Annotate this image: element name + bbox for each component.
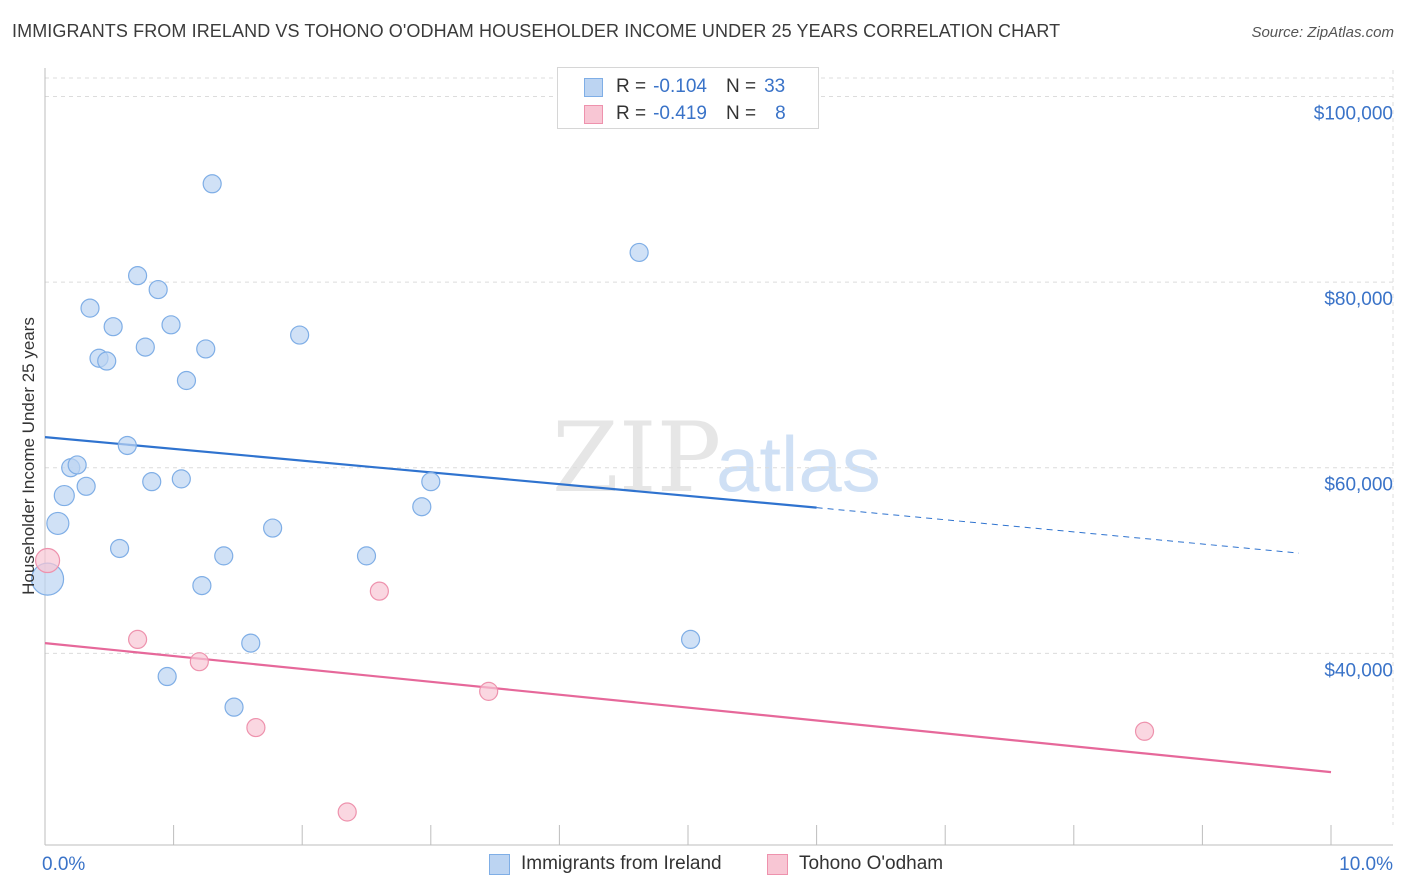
- tohono-point: [246, 717, 266, 738]
- chart-title: IMMIGRANTS FROM IRELAND VS TOHONO O'ODHA…: [12, 21, 1061, 41]
- ireland-point: [142, 472, 162, 492]
- tick-labels: $40,000 $60,000 $80,000 $100,000 0.0% 10.0%: [42, 104, 1393, 875]
- ireland-swatch: [584, 77, 603, 97]
- ireland-point: [629, 242, 649, 263]
- chart-source: Source: ZipAtlas.com: [1251, 24, 1394, 41]
- ireland-point: [135, 337, 155, 357]
- ireland-point: [290, 325, 310, 345]
- stats-legend-row-ireland: R = -0.104 N = 33: [584, 75, 785, 99]
- axes: [44, 68, 1393, 846]
- ireland-point: [161, 315, 181, 335]
- tohono-point: [479, 681, 499, 701]
- watermark: ZIP atlas: [552, 402, 881, 514]
- r-label: R =: [616, 76, 647, 97]
- data-points: [30, 174, 1155, 822]
- ireland-point: [148, 279, 168, 300]
- tohono-point: [34, 547, 61, 574]
- ireland-point: [117, 435, 137, 456]
- ireland-point: [46, 511, 70, 536]
- legend-item-tohono: Tohono O'odham: [767, 851, 943, 877]
- ireland-point: [127, 266, 148, 286]
- n-value: 33: [764, 76, 786, 97]
- r-label: R =: [616, 103, 647, 124]
- y-tick-label: $40,000: [1324, 660, 1393, 681]
- stats-legend: R = -0.104 N = 33 R = -0.419 N = 8: [557, 67, 819, 129]
- ireland-point: [680, 629, 701, 650]
- y-axis-title: Householder Income Under 25 years: [19, 317, 38, 595]
- ireland-point: [109, 538, 130, 559]
- r-value: -0.419: [653, 103, 707, 124]
- x-tick-label: 10.0%: [1339, 854, 1393, 875]
- ireland-point: [241, 633, 261, 653]
- tohono-point: [189, 652, 209, 672]
- ireland-point: [356, 546, 377, 566]
- x-tick-label: 0.0%: [42, 854, 85, 875]
- stats-legend-row-tohono: R = -0.419 N = 8: [584, 102, 786, 126]
- ireland-point: [421, 472, 441, 492]
- n-label: N =: [725, 103, 757, 124]
- ireland-point: [103, 317, 123, 337]
- ireland-point: [53, 484, 75, 507]
- tohono-point: [337, 802, 357, 822]
- trend-line-ireland-extension: [816, 507, 1299, 554]
- tohono-point: [127, 629, 148, 650]
- y-tick-label: $100,000: [1314, 104, 1393, 125]
- y-tick-label: $80,000: [1324, 289, 1393, 310]
- ireland-point: [176, 370, 197, 391]
- ireland-point: [202, 174, 222, 194]
- ireland-point: [157, 666, 177, 687]
- tohono-point: [369, 581, 389, 601]
- ireland-point: [97, 351, 117, 371]
- legend-label-ireland: Immigrants from Ireland: [521, 853, 722, 874]
- tohono-point: [1134, 721, 1155, 741]
- ireland-point: [412, 497, 432, 517]
- ireland-point: [192, 575, 212, 596]
- ireland-point: [67, 455, 87, 475]
- ireland-point: [76, 476, 96, 496]
- ireland-point: [196, 339, 216, 359]
- ireland-point: [263, 518, 283, 538]
- ireland-point: [224, 697, 244, 717]
- n-value: 8: [775, 103, 786, 124]
- ireland-point: [171, 469, 191, 489]
- ireland-point: [214, 546, 234, 566]
- legend-item-ireland: Immigrants from Ireland: [489, 851, 722, 877]
- watermark-atlas: atlas: [716, 420, 881, 508]
- ireland-legend-swatch: [489, 853, 510, 875]
- r-value: -0.104: [653, 76, 707, 97]
- tohono-swatch: [584, 104, 603, 124]
- trend-line-tohono: [44, 642, 1332, 774]
- ireland-point: [80, 298, 100, 318]
- legend-label-tohono: Tohono O'odham: [799, 853, 944, 874]
- n-label: N =: [725, 76, 757, 97]
- y-tick-label: $60,000: [1324, 475, 1393, 496]
- tohono-legend-swatch: [767, 853, 788, 875]
